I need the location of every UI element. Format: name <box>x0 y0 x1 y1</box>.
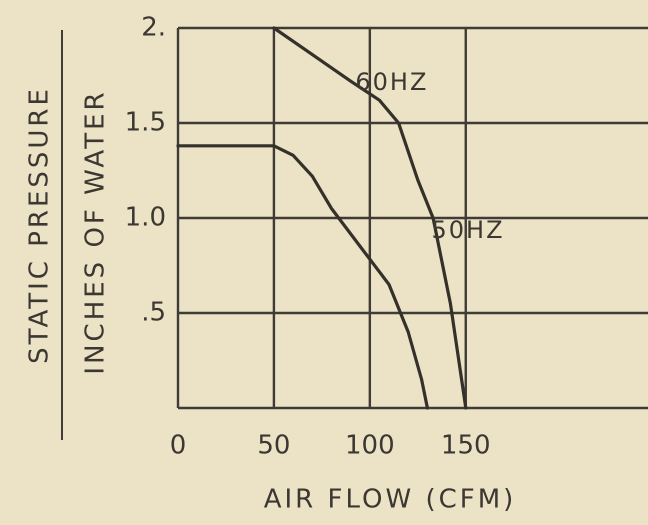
y-axis-title: STATIC PRESSURE <box>25 86 55 364</box>
x-tick-label: 150 <box>441 431 491 461</box>
y-axis-subtitle: INCHES OF WATER <box>81 89 111 374</box>
y-tick-label: 1.0 <box>125 203 166 233</box>
x-tick-label: 50 <box>257 431 290 461</box>
x-axis-title: AIR FLOW (CFM) <box>264 485 517 515</box>
chart: STATIC PRESSURE INCHES OF WATER AIR FLOW… <box>0 0 648 525</box>
y-tick-label: 1.5 <box>125 108 166 138</box>
y-tick-label: .5 <box>141 298 166 328</box>
series-label: 60HZ <box>355 68 428 96</box>
y-tick-label: 2. <box>141 13 166 43</box>
x-tick-label: 100 <box>345 431 395 461</box>
series-label: 50HZ <box>431 216 504 244</box>
x-tick-label: 0 <box>170 431 187 461</box>
